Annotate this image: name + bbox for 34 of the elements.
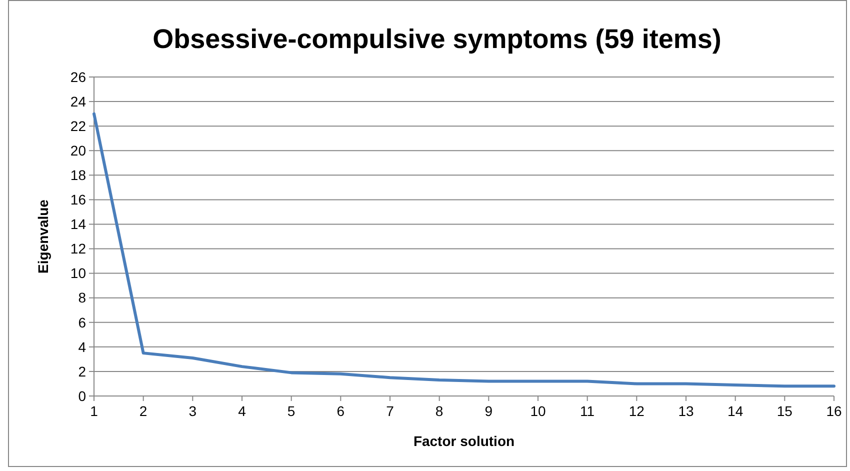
- x-tick-label: 10: [530, 403, 546, 419]
- x-tick-label: 16: [826, 403, 842, 419]
- x-tick-label: 2: [139, 403, 148, 419]
- y-tick-label: 14: [70, 216, 86, 232]
- y-tick-label: 12: [70, 240, 86, 257]
- x-tick-label: 7: [386, 403, 394, 419]
- x-tick-label: 13: [678, 403, 694, 419]
- y-tick-label: 10: [70, 265, 86, 282]
- x-tick-label: 1: [90, 403, 98, 419]
- y-tick-label: 20: [70, 142, 86, 159]
- x-tick-label: 11: [580, 403, 595, 419]
- x-tick-label: 9: [484, 403, 493, 419]
- y-tick-label: 22: [70, 118, 86, 134]
- x-tick-label: 14: [728, 403, 744, 419]
- y-tick-label: 4: [78, 338, 86, 355]
- y-tick-label: 2: [78, 363, 86, 380]
- y-tick-label: 26: [70, 68, 86, 85]
- y-tick-label: 24: [70, 93, 86, 110]
- x-tick-label: 3: [188, 403, 197, 419]
- x-axis-title: Factor solution: [413, 433, 515, 449]
- x-tick-label: 6: [336, 403, 345, 419]
- x-tick-label: 5: [287, 403, 296, 419]
- y-axis-title: Eigenvalue: [35, 199, 51, 274]
- y-tick-label: 16: [70, 192, 86, 208]
- x-tick-label: 15: [776, 403, 793, 419]
- y-tick-label: 8: [78, 290, 86, 306]
- x-tick-label: 8: [435, 403, 444, 419]
- x-tick-label: 12: [628, 403, 645, 419]
- y-tick-label: 18: [70, 167, 86, 184]
- y-tick-label: 6: [78, 314, 86, 330]
- chart-title: Obsessive-compulsive symptoms (59 items): [152, 24, 722, 54]
- x-tick-label: 4: [238, 403, 246, 419]
- line-series: [92, 112, 836, 388]
- y-tick-label: 0: [78, 388, 86, 404]
